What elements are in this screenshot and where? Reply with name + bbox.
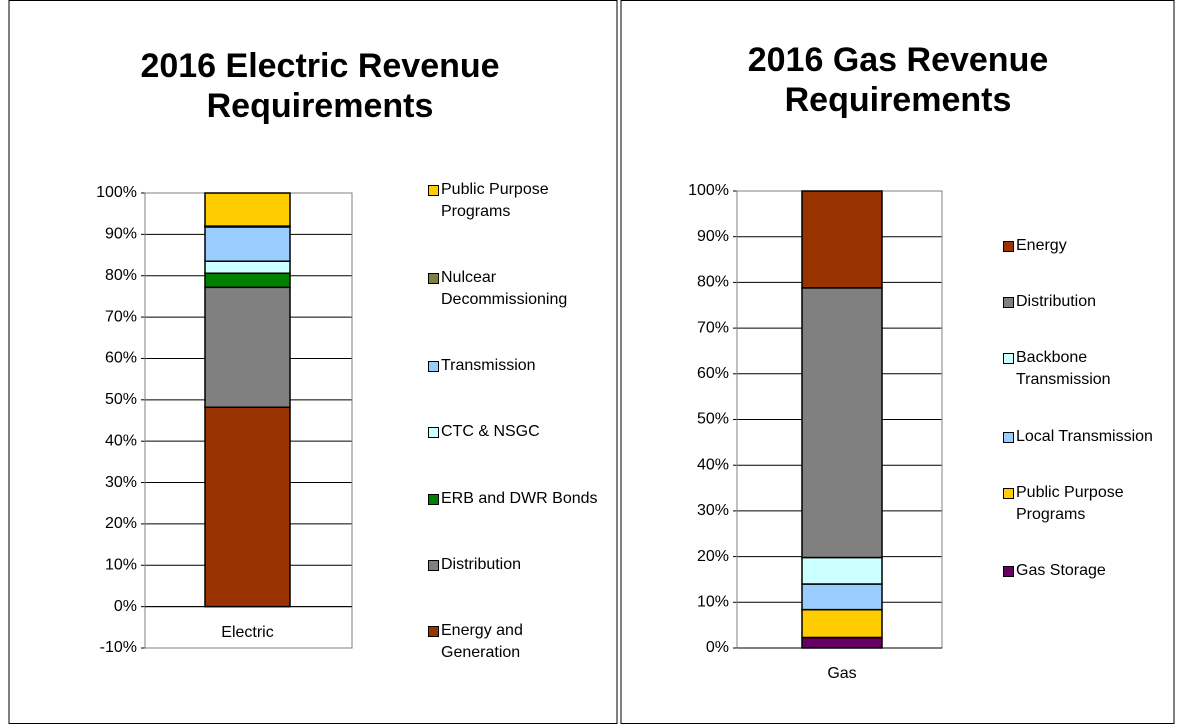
legend: Public Purpose Programs Nulcear Decommiss…	[428, 179, 603, 664]
bar-segment	[204, 226, 291, 262]
legend-item: Public Purpose Programs	[428, 179, 603, 223]
legend-swatch	[428, 185, 439, 196]
legend-item: Transmission	[428, 355, 603, 377]
legend-item: Distribution	[1003, 291, 1178, 313]
legend-label: Public Purpose Programs	[1016, 483, 1124, 523]
y-tick-label: 100%	[688, 182, 729, 199]
legend-item: ERB and DWR Bonds	[428, 488, 603, 510]
legend-label: Public Purpose Programs	[441, 181, 549, 220]
y-tick-label: 30%	[697, 502, 729, 519]
y-tick-label: 40%	[105, 432, 137, 449]
legend-item: CTC & NSGC	[428, 421, 603, 443]
legend-swatch	[1003, 297, 1014, 309]
y-tick-label: 20%	[105, 515, 137, 532]
bar-segment	[801, 636, 883, 649]
legend-swatch	[428, 625, 439, 637]
y-tick-label: 60%	[697, 365, 729, 382]
legend-label: Gas Storage	[1016, 561, 1106, 579]
legend-item: Energy and Generation	[428, 620, 603, 664]
bar-segment	[204, 192, 291, 227]
y-tick-label: 100%	[96, 184, 137, 201]
legend-item: Backbone Transmission	[1003, 347, 1178, 391]
y-tick-label: 10%	[105, 556, 137, 573]
bar-segment	[801, 287, 883, 559]
legend-item: Energy	[1003, 235, 1178, 257]
y-tick-label: 50%	[697, 411, 729, 428]
legend-item: Nulcear Decommissioning	[428, 267, 603, 311]
bar-segment	[801, 608, 883, 639]
y-tick-label: 0%	[114, 598, 137, 615]
bar-segment	[204, 272, 291, 289]
legend-swatch	[1003, 353, 1014, 365]
chart-title: 2016 Electric Revenue Requirements	[140, 47, 500, 125]
legend-swatch	[1003, 565, 1014, 577]
legend-label: Distribution	[441, 555, 522, 573]
legend-label: Distribution	[1016, 293, 1097, 311]
legend-swatch	[1003, 241, 1014, 252]
bar-segment	[204, 286, 291, 409]
legend-label: Transmission	[441, 357, 536, 375]
legend-swatch	[1003, 487, 1014, 499]
x-tick-label: Electric	[221, 624, 273, 641]
y-tick-label: 10%	[697, 594, 729, 611]
chart-title: 2016 Gas Revenue Requirements	[747, 41, 1049, 119]
legend-item: Local Transmission	[1003, 426, 1178, 448]
x-tick-label: Gas	[827, 665, 856, 682]
bar-segment	[801, 556, 883, 585]
y-tick-label: 40%	[697, 456, 729, 473]
bar-segment	[204, 406, 291, 608]
y-tick-label: 0%	[706, 639, 729, 656]
y-tick-label: 20%	[697, 548, 729, 565]
legend: Energy Distribution Backbone Transmission L…	[1003, 235, 1178, 582]
y-tick-label: 80%	[105, 267, 137, 284]
legend-swatch	[428, 361, 439, 373]
y-tick-label: 70%	[105, 308, 137, 325]
y-tick-label: 70%	[697, 319, 729, 336]
bar-segment	[801, 583, 883, 611]
legend-label: Energy and Generation	[441, 621, 523, 661]
y-tick-label: 50%	[105, 391, 137, 408]
y-tick-label: 60%	[105, 350, 137, 367]
legend-label: CTC & NSGC	[441, 423, 540, 441]
legend-label: Energy	[1016, 237, 1067, 254]
legend-label: ERB and DWR Bonds	[441, 489, 598, 507]
legend-swatch	[428, 273, 439, 285]
legend-item: Gas Storage	[1003, 560, 1178, 582]
legend-label: Backbone Transmission	[1016, 349, 1111, 389]
bar-segment	[801, 190, 883, 289]
y-tick-label: 80%	[697, 274, 729, 291]
y-tick-label: 30%	[105, 474, 137, 491]
legend-swatch	[1003, 431, 1014, 443]
legend-swatch	[428, 559, 439, 571]
legend-label: Nulcear Decommissioning	[441, 269, 568, 309]
legend-swatch	[428, 427, 439, 439]
y-tick-label: -10%	[100, 639, 137, 656]
legend-swatch	[428, 493, 439, 505]
y-tick-label: 90%	[105, 226, 137, 243]
legend-item: Distribution	[428, 554, 603, 576]
y-tick-label: 90%	[697, 228, 729, 245]
legend-item: Public Purpose Programs	[1003, 482, 1178, 526]
legend-label: Local Transmission	[1016, 427, 1153, 445]
bar-segment	[204, 260, 291, 274]
